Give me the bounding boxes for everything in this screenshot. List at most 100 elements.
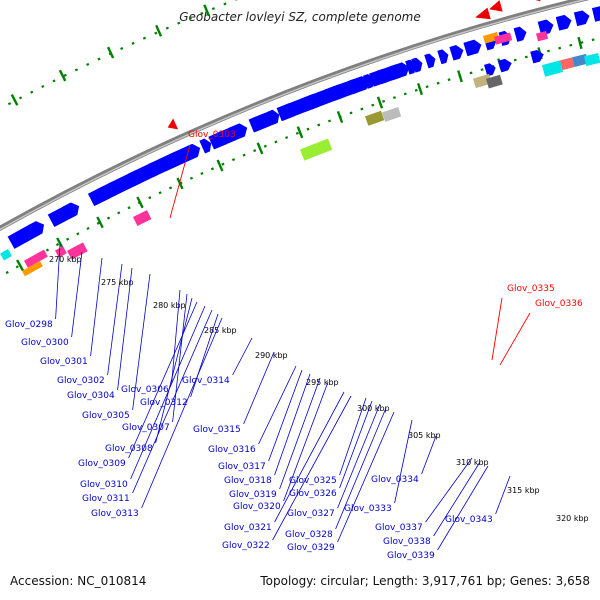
- forward-gene-arrow: [228, 123, 248, 141]
- inner-scale-tick: [296, 126, 304, 139]
- gene-leader-line: [258, 365, 297, 445]
- forward-gene-arrow: [334, 84, 347, 99]
- highlight-leader-line: [169, 144, 191, 219]
- gene-leader-line: [171, 289, 181, 385]
- inner-scale-tick: [336, 110, 344, 124]
- gene-label: Glov_0306: [121, 385, 169, 395]
- gene-label: Glov_0338: [383, 537, 431, 547]
- gene-leader-line: [394, 419, 413, 504]
- feature-box: [55, 246, 67, 258]
- scale-label: 285 kbp: [204, 326, 237, 335]
- forward-gene-arrow: [199, 138, 212, 154]
- forward-gene-arrow: [513, 26, 527, 42]
- gene-leader-line: [279, 377, 321, 490]
- outer-scale-tick: [58, 69, 67, 82]
- forward-gene-arrow: [276, 103, 298, 122]
- feature-box: [22, 260, 43, 277]
- outer-scale-tick: [203, 4, 211, 17]
- forward-gene-arrow: [348, 78, 361, 94]
- inner-scale-tick: [376, 96, 384, 109]
- gene-label: Glov_0301: [40, 357, 88, 367]
- reverse-gene-arrow: [535, 0, 541, 2]
- gene-leader-line: [132, 309, 213, 494]
- inner-scale-tick: [216, 159, 224, 172]
- gene-leader-line: [274, 391, 345, 523]
- gene-leader-line: [339, 397, 367, 476]
- gene-label: Glov_0315: [193, 425, 241, 435]
- outer-scale-tick: [155, 24, 163, 37]
- scale-label: 310 kbp: [456, 458, 489, 467]
- highlight-gene-label: Glov_0303: [188, 130, 236, 140]
- forward-gene-arrow: [437, 49, 449, 65]
- forward-gene-arrow: [28, 221, 45, 238]
- inner-scale-tick: [16, 259, 24, 272]
- gene-label: Glov_0329: [287, 543, 335, 553]
- feature-box: [473, 73, 492, 89]
- gene-label: Glov_0298: [5, 320, 53, 330]
- scale-label: 270 kbp: [49, 255, 82, 264]
- forward-gene-arrow: [591, 6, 600, 22]
- feature-box: [24, 249, 48, 268]
- gene-leader-line: [71, 251, 83, 338]
- feature-box: [584, 52, 600, 67]
- forward-gene-arrow: [573, 10, 590, 27]
- feature-box: [560, 57, 575, 71]
- inner-scale-tick: [256, 142, 264, 155]
- gene-leader-line: [283, 381, 329, 502]
- forward-gene-arrow: [537, 19, 554, 36]
- gene-label: Glov_0321: [224, 523, 272, 533]
- gene-label: Glov_0320: [233, 502, 281, 512]
- gene-leader-line: [190, 313, 219, 398]
- scale-label: 275 kbp: [101, 278, 134, 287]
- gene-leader-line: [337, 403, 381, 509]
- gene-label: Glov_0322: [222, 541, 270, 551]
- gene-leader-line: [335, 407, 387, 530]
- forward-gene-arrow: [267, 109, 280, 125]
- scale-label: 305 kbp: [408, 431, 441, 440]
- gene-label: Glov_0343: [445, 515, 493, 525]
- gene-label: Glov_0313: [91, 509, 139, 519]
- outer-scale-tick: [10, 94, 19, 106]
- reverse-gene-arrow: [489, 0, 503, 12]
- gene-leader-line: [339, 400, 373, 489]
- inner-scale-tick: [457, 70, 463, 83]
- gene-label: Glov_0317: [218, 462, 266, 472]
- forward-gene-arrow: [96, 185, 113, 202]
- feature-box: [536, 31, 549, 42]
- gene-label: Glov_0310: [80, 480, 128, 490]
- gene-label: Glov_0326: [289, 489, 337, 499]
- scale-label: 290 kbp: [255, 351, 288, 360]
- forward-gene-arrow: [555, 14, 572, 31]
- gene-leader-line: [141, 317, 223, 509]
- gene-label: Glov_0305: [82, 411, 130, 421]
- genome-summary: Topology: circular; Length: 3,917,761 bp…: [260, 574, 590, 588]
- feature-box: [542, 60, 564, 77]
- forward-gene-arrow: [389, 62, 410, 80]
- gene-label: Glov_0327: [287, 509, 335, 519]
- forward-gene-arrow: [107, 170, 144, 197]
- gene-leader-line: [425, 457, 473, 523]
- reverse-gene-arrow: [475, 7, 491, 20]
- gene-leader-line: [117, 267, 133, 391]
- forward-gene-arrow: [498, 58, 512, 73]
- forward-gene-arrow: [411, 57, 423, 73]
- forward-gene-arrow: [449, 45, 464, 61]
- feature-box: [382, 106, 402, 122]
- scale-label: 295 kbp: [306, 378, 339, 387]
- highlight-gene-label: Glov_0336: [535, 299, 583, 309]
- forward-gene-arrow: [377, 69, 389, 85]
- gene-label: Glov_0337: [375, 523, 423, 533]
- gene-leader-line: [433, 461, 481, 537]
- gene-leader-line: [155, 297, 193, 444]
- gene-leader-line: [172, 293, 188, 423]
- gene-leader-line: [107, 263, 123, 376]
- gene-label: Glov_0328: [285, 530, 333, 540]
- highlight-leader-line: [499, 312, 531, 366]
- reverse-gene-arrow: [167, 118, 179, 130]
- gene-label: Glov_0311: [82, 494, 130, 504]
- feature-box: [133, 210, 152, 226]
- gene-leader-line: [128, 301, 198, 459]
- gene-leader-line: [437, 465, 489, 551]
